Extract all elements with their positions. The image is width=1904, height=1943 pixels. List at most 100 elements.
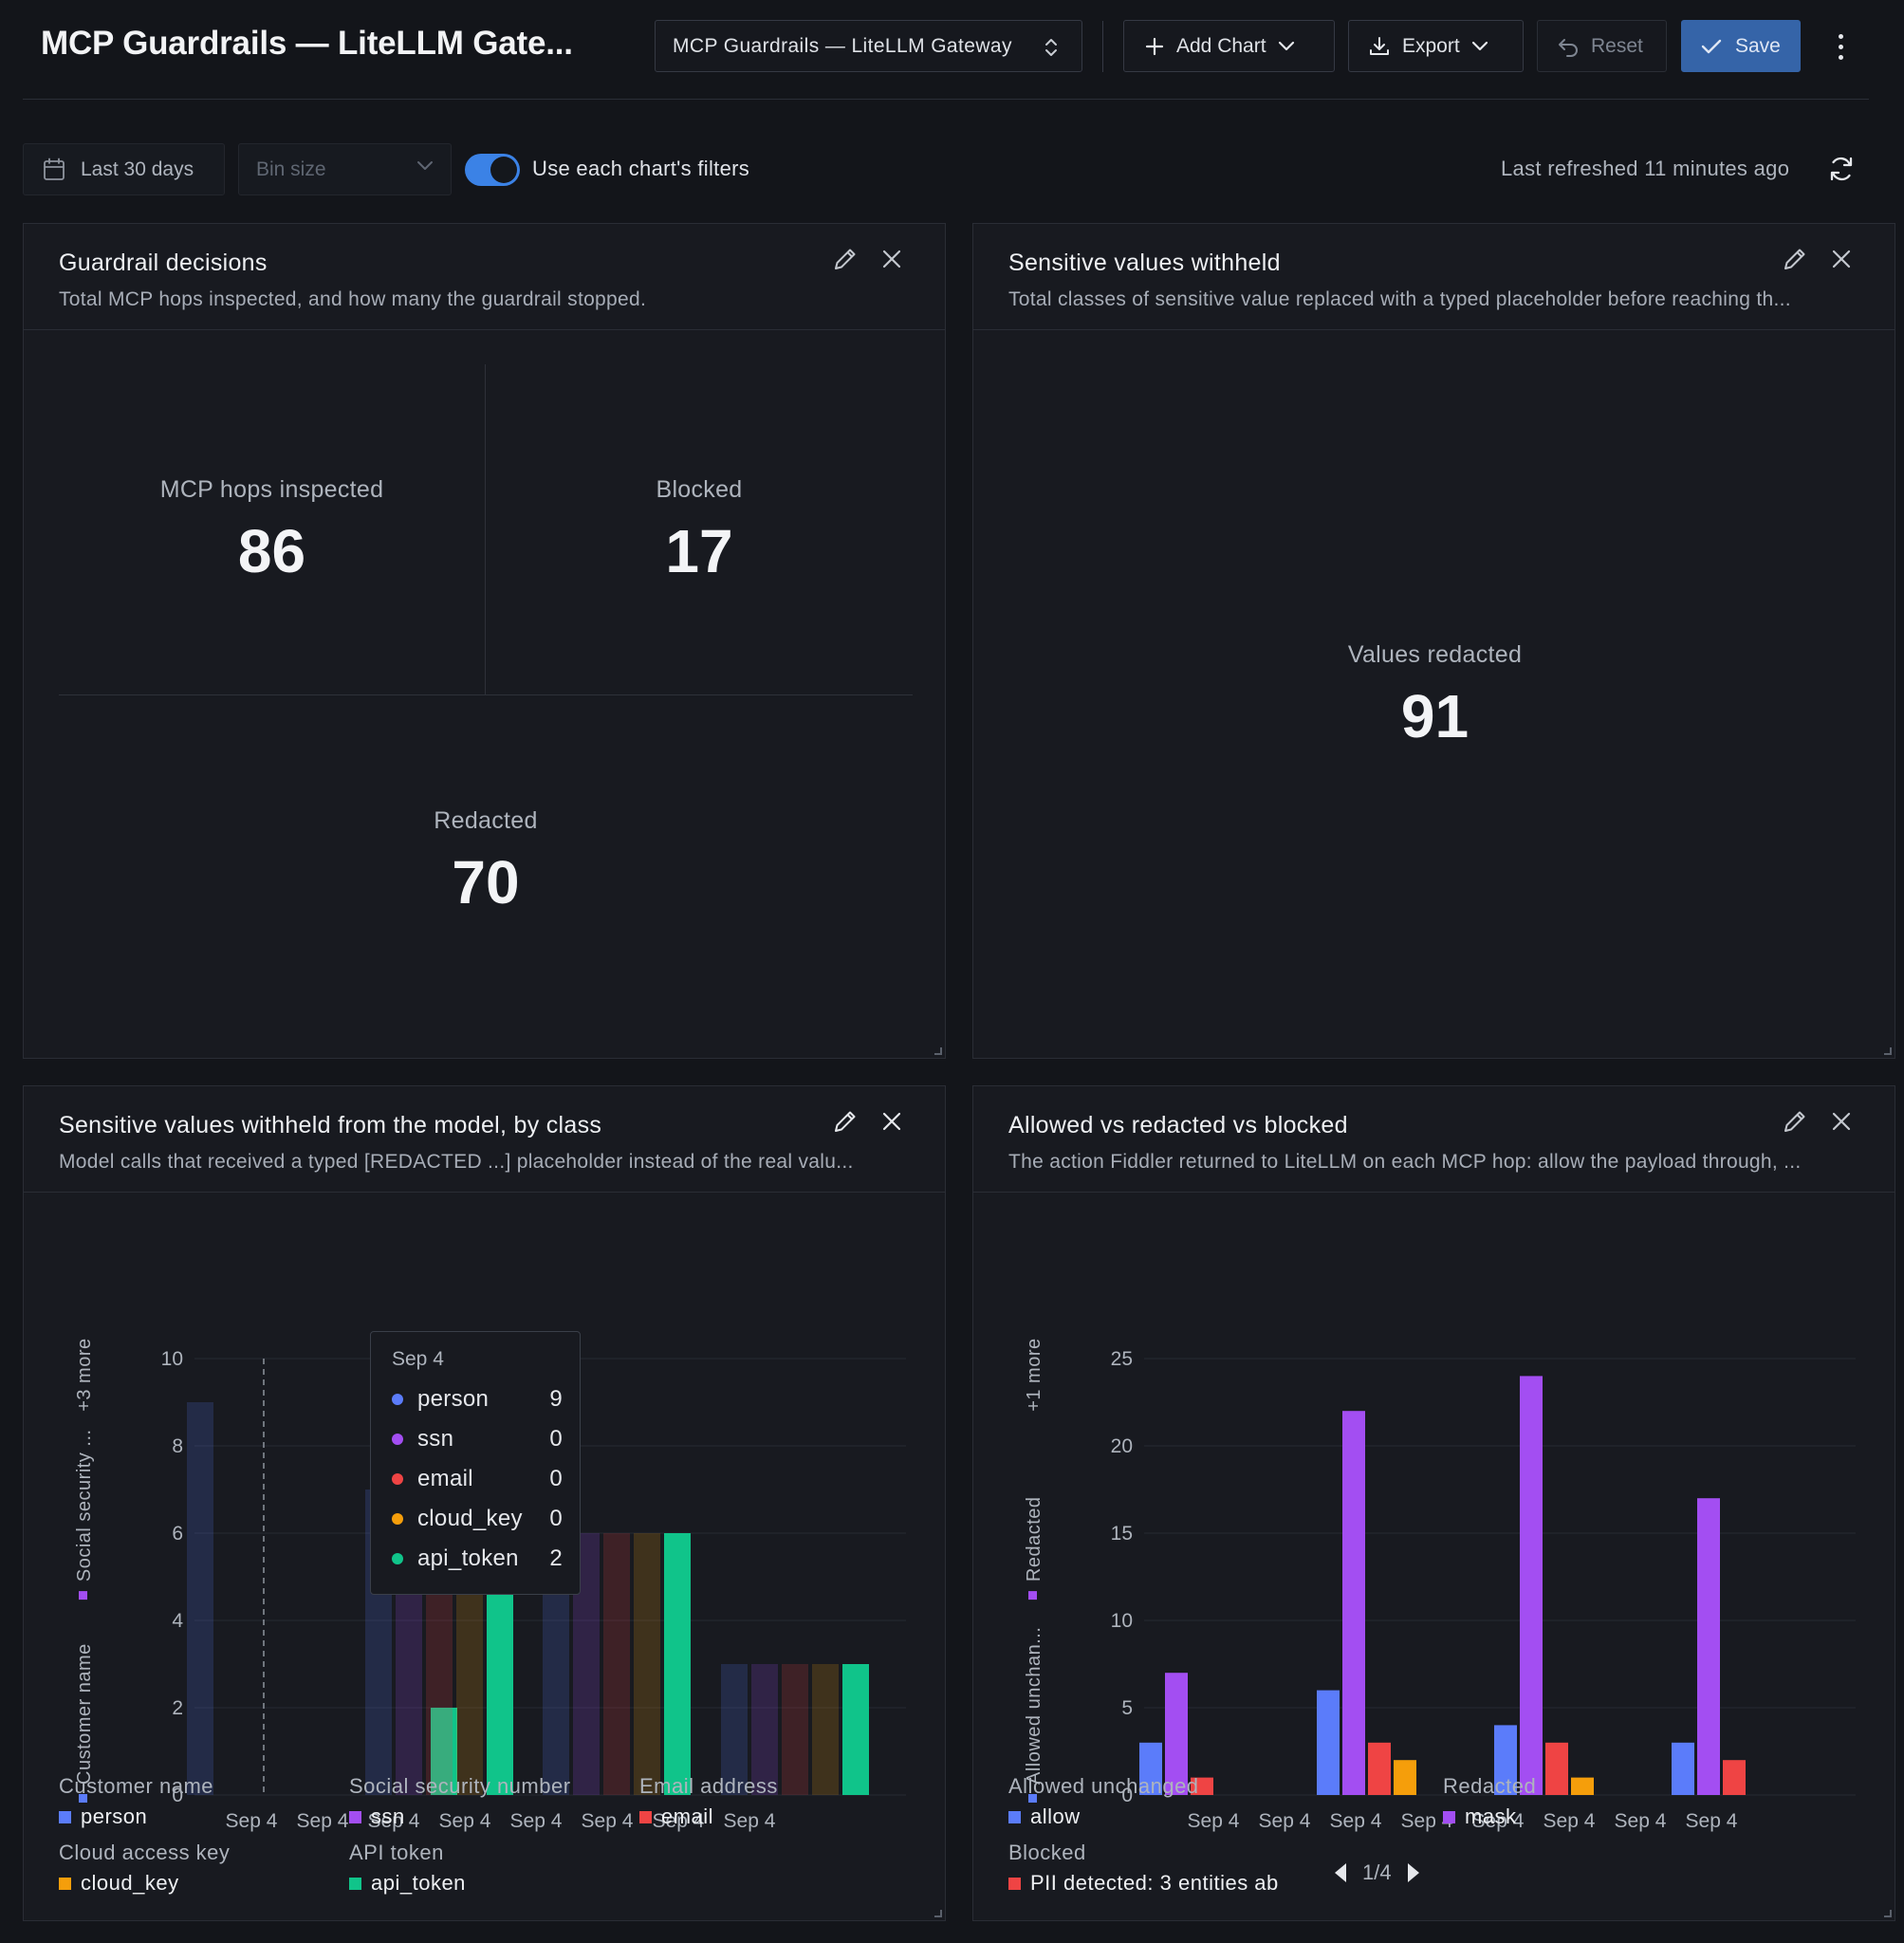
- bar-other[interactable]: [1394, 1760, 1416, 1795]
- pager-text: 1/4: [1362, 1860, 1392, 1884]
- dashboard-select-value: MCP Guardrails — LiteLLM Gateway: [673, 34, 1012, 57]
- tooltip-series: cloud_key: [417, 1506, 523, 1531]
- panel-header: Sensitive values withheld from the model…: [24, 1086, 945, 1193]
- date-range-picker[interactable]: Last 30 days: [23, 143, 225, 195]
- triangle-right-icon[interactable]: [1405, 1861, 1422, 1884]
- save-label: Save: [1735, 34, 1781, 57]
- resize-handle[interactable]: [1884, 1047, 1892, 1055]
- kpi-blocked-label: Blocked: [656, 476, 743, 503]
- panel-subtitle: Total classes of sensitive value replace…: [1008, 288, 1791, 310]
- action-bar-chart[interactable]: Allowed unchan... Redacted +1 more 0 5 10 15 2…: [973, 1193, 1895, 1876]
- x-tick-label: Sep 4: [226, 1810, 278, 1832]
- bar-api_token[interactable]: [664, 1533, 691, 1795]
- date-range-value: Last 30 days: [81, 157, 194, 180]
- x-tick-label: Sep 4: [1686, 1810, 1738, 1832]
- bar-cloud_key[interactable]: [812, 1664, 839, 1795]
- reset-label: Reset: [1591, 34, 1643, 57]
- bar-allow[interactable]: [1317, 1690, 1340, 1795]
- bar-allow[interactable]: [1672, 1742, 1694, 1795]
- close-icon[interactable]: [879, 1109, 904, 1134]
- bin-size-select[interactable]: Bin size: [238, 143, 452, 195]
- header-divider: [1102, 21, 1103, 72]
- legend-group[interactable]: API token api_token: [349, 1841, 466, 1896]
- bar-allow[interactable]: [1494, 1725, 1517, 1795]
- bar-person[interactable]: [187, 1402, 213, 1795]
- close-icon[interactable]: [1829, 247, 1854, 271]
- panel-header: Guardrail decisions Total MCP hops inspe…: [24, 224, 945, 330]
- bar-api_token[interactable]: [431, 1708, 457, 1795]
- bar-mask[interactable]: [1697, 1498, 1720, 1795]
- legend-item: ssn: [349, 1804, 571, 1829]
- panel-title: Allowed vs redacted vs blocked: [1008, 1112, 1348, 1138]
- chevron-down-icon: [417, 161, 433, 170]
- y-axis-label: Customer name Social security ... +3 more: [74, 1338, 95, 1803]
- plus-icon: [1145, 37, 1164, 55]
- legend-group[interactable]: Customer name person: [59, 1774, 213, 1829]
- x-tick-label: Sep 4: [724, 1810, 776, 1832]
- edit-pencil-icon[interactable]: [1781, 1107, 1809, 1136]
- x-tick-label: Sep 4: [297, 1810, 349, 1832]
- bar-block[interactable]: [1723, 1760, 1746, 1795]
- close-icon[interactable]: [1829, 1109, 1854, 1134]
- legend-group[interactable]: Cloud access key cloud_key: [59, 1841, 230, 1896]
- bar-allow[interactable]: [1139, 1742, 1162, 1795]
- bar-mask[interactable]: [1165, 1673, 1188, 1795]
- more-options-icon[interactable]: [1828, 27, 1853, 66]
- resize-handle[interactable]: [934, 1910, 942, 1917]
- bar-cloud_key[interactable]: [634, 1533, 660, 1795]
- refresh-icon[interactable]: [1826, 154, 1857, 184]
- y-tick-label: 2: [172, 1697, 183, 1719]
- dashboard-select[interactable]: MCP Guardrails — LiteLLM Gateway: [655, 20, 1082, 72]
- export-button[interactable]: Export: [1348, 20, 1524, 72]
- bar-email[interactable]: [603, 1533, 630, 1795]
- edit-pencil-icon[interactable]: [831, 245, 860, 273]
- y-label-swatch: [79, 1794, 87, 1803]
- tooltip-row: ssn 0: [392, 1425, 563, 1453]
- bar-email[interactable]: [782, 1664, 808, 1795]
- close-icon[interactable]: [879, 247, 904, 271]
- legend-swatch: [1008, 1877, 1021, 1890]
- y-label-swatch: [1028, 1591, 1037, 1601]
- add-chart-button[interactable]: Add Chart: [1123, 20, 1335, 72]
- bar-mask[interactable]: [1520, 1376, 1543, 1795]
- legend-group-name: Cloud access key: [59, 1841, 231, 1864]
- tooltip-dot: [392, 1513, 403, 1525]
- bar-block[interactable]: [1545, 1742, 1568, 1795]
- legend-group[interactable]: Social security number ssn: [349, 1774, 571, 1829]
- legend-group-name: Social security number: [349, 1774, 571, 1798]
- bar-person[interactable]: [721, 1664, 748, 1795]
- legend-group-name: Redacted: [1443, 1774, 1537, 1798]
- resize-handle[interactable]: [934, 1047, 942, 1055]
- withheld-by-class-panel: Sensitive values withheld from the model…: [23, 1085, 946, 1921]
- bar-other[interactable]: [1571, 1777, 1594, 1795]
- kpi-hops-label: MCP hops inspected: [159, 476, 384, 503]
- kpi-redacted-label: Redacted: [434, 807, 538, 834]
- tooltip-row: api_token 2: [392, 1545, 563, 1573]
- legend-group[interactable]: Allowed unchanged allow: [1008, 1774, 1199, 1829]
- resize-handle[interactable]: [1884, 1910, 1892, 1917]
- legend-group[interactable]: Email address email: [639, 1774, 778, 1829]
- bar-block[interactable]: [1368, 1742, 1391, 1795]
- x-tick-label: Sep 4: [1401, 1810, 1453, 1832]
- legend-item: allow: [1008, 1804, 1199, 1829]
- page-title: MCP Guardrails — LiteLLM Gate...: [41, 25, 573, 62]
- legend-group[interactable]: Redacted mask: [1443, 1774, 1536, 1829]
- legend-swatch: [59, 1810, 71, 1823]
- edit-pencil-icon[interactable]: [1781, 245, 1809, 273]
- bar-block[interactable]: [1191, 1777, 1213, 1795]
- edit-pencil-icon[interactable]: [831, 1107, 860, 1136]
- bar-api_token[interactable]: [842, 1664, 869, 1795]
- chart-filters-toggle[interactable]: [465, 154, 520, 186]
- reset-button[interactable]: Reset: [1537, 20, 1667, 72]
- bar-mask[interactable]: [1342, 1411, 1365, 1795]
- bar-ssn[interactable]: [751, 1664, 778, 1795]
- y-tick-label: 25: [1111, 1348, 1133, 1370]
- tooltip-value: 0: [549, 1466, 563, 1491]
- legend-group[interactable]: Blocked PII detected: 3 entities ab: [1008, 1841, 1304, 1896]
- tooltip-series: api_token: [417, 1545, 519, 1571]
- triangle-left-icon[interactable]: [1332, 1861, 1349, 1884]
- tooltip-value: 9: [549, 1386, 563, 1412]
- save-button[interactable]: Save: [1681, 20, 1801, 72]
- tooltip-series: email: [417, 1466, 473, 1491]
- sensitive-values-panel: Sensitive values withheld Total classes …: [972, 223, 1895, 1059]
